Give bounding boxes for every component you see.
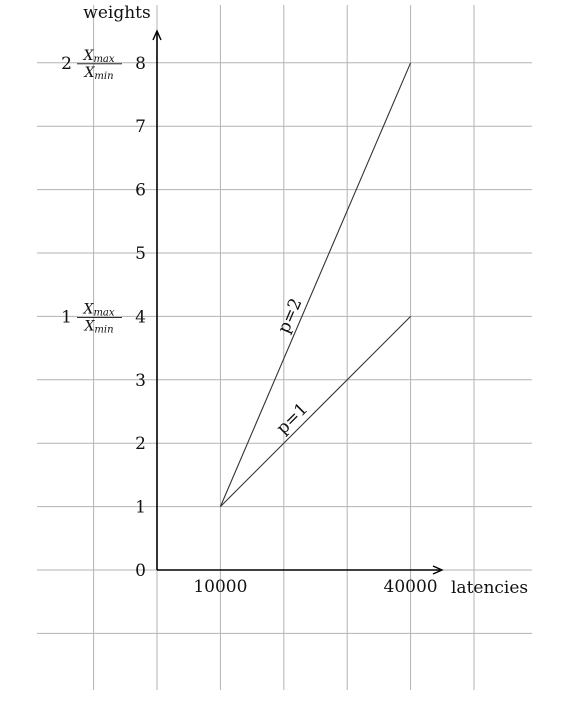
y-tick-label: 0 — [135, 561, 146, 581]
y-tick-label: 2 — [135, 434, 146, 454]
axes — [152, 29, 444, 575]
y-tick-label: 6 — [135, 181, 146, 201]
annotation-denominator: Xmin — [83, 65, 113, 82]
labels: weights latencies 0 1 2 3 4 5 6 7 8 10000 40000 2 Xmax… — [61, 3, 528, 598]
y-tick-label: 1 — [135, 498, 146, 518]
series-line — [219, 62, 412, 507]
y-axis-title: weights — [83, 3, 150, 23]
y-tick-label: 5 — [135, 244, 146, 264]
x-axis-arrow-icon — [432, 565, 444, 575]
annotation-coefficient: 2 — [61, 54, 72, 74]
y-tick-label: 7 — [135, 117, 146, 137]
x-axis-title: latencies — [451, 578, 528, 598]
series-line — [220, 316, 411, 507]
series-label: p=1 — [273, 399, 313, 439]
annotation-denominator: Xmin — [83, 318, 113, 335]
y-tick-label: 3 — [135, 371, 146, 391]
grid — [37, 5, 532, 690]
x-tick-label: 40000 — [384, 577, 438, 597]
y-tick-label: 8 — [135, 54, 146, 74]
x-tick-label: 10000 — [193, 577, 247, 597]
y-tick-label: 4 — [135, 307, 146, 327]
y-axis-arrow-icon — [152, 29, 162, 41]
series-lines — [219, 62, 412, 507]
annotation-numerator: Xmax — [82, 48, 114, 65]
annotation-numerator: Xmax — [82, 301, 114, 318]
annotation-coefficient: 1 — [61, 307, 72, 327]
